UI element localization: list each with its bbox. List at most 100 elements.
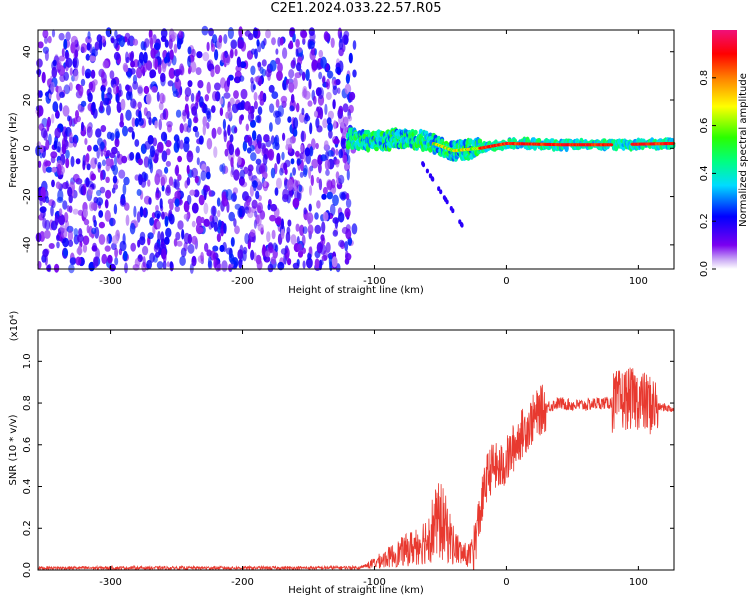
noise-cell	[84, 138, 87, 145]
noise-cell	[170, 261, 173, 268]
noise-cell	[100, 101, 104, 112]
noise-cell	[91, 70, 96, 79]
noise-cell	[316, 200, 321, 208]
noise-cell	[296, 224, 300, 232]
noise-cell	[230, 134, 234, 142]
noise-cell	[268, 264, 274, 272]
noise-cell	[143, 208, 146, 216]
noise-cell	[85, 177, 89, 187]
noise-cell	[110, 70, 115, 79]
noise-cell	[285, 168, 288, 175]
noise-cell	[42, 218, 47, 229]
noise-cell	[179, 256, 186, 266]
noise-cell	[275, 187, 279, 196]
noise-cell	[352, 70, 356, 78]
noise-cell	[188, 118, 192, 128]
noise-cell	[254, 220, 257, 229]
noise-cell	[167, 124, 172, 132]
noise-cell	[304, 91, 311, 100]
noise-cell	[70, 257, 76, 265]
noise-cell	[61, 228, 68, 239]
y-tick-label: 0.2	[22, 520, 33, 536]
noise-cell	[158, 65, 162, 75]
noise-cell	[296, 62, 301, 71]
noise-cell	[177, 156, 182, 162]
noise-cell	[258, 106, 263, 115]
noise-cell	[56, 235, 60, 241]
noise-cell	[40, 198, 43, 206]
noise-cell	[343, 103, 349, 112]
noise-cell	[231, 237, 235, 247]
noise-cell	[309, 122, 312, 134]
noise-cell	[333, 159, 340, 165]
noise-cell	[250, 145, 255, 151]
noise-cell	[102, 78, 108, 87]
y-tick-label: 1.0	[22, 353, 33, 369]
noise-cell	[91, 203, 98, 211]
noise-cell	[302, 72, 306, 81]
noise-cell	[250, 152, 256, 161]
y-tick-label: 40	[22, 45, 33, 58]
noise-cell	[252, 180, 258, 187]
noise-cell	[139, 52, 144, 64]
x-tick-label: -200	[231, 577, 254, 588]
noise-cell	[335, 149, 338, 156]
noise-cell	[96, 197, 103, 206]
y-tick-label: 0.0	[22, 562, 33, 578]
x-tick-label: 100	[629, 276, 648, 287]
noise-cell	[287, 179, 293, 191]
noise-cell	[289, 105, 294, 111]
noise-cell	[91, 173, 96, 180]
noise-cell	[164, 237, 170, 245]
noise-cell	[154, 173, 160, 185]
noise-cell	[223, 119, 226, 130]
noise-cell	[221, 163, 225, 175]
noise-cell	[169, 214, 175, 225]
noise-cell	[138, 111, 142, 123]
noise-cell	[148, 197, 151, 205]
noise-cell	[100, 142, 105, 150]
noise-cell	[111, 165, 116, 171]
noise-cell	[121, 156, 127, 164]
noise-cell	[252, 130, 256, 140]
noise-cell	[205, 94, 209, 101]
noise-cell	[81, 101, 86, 107]
noise-cell	[93, 257, 99, 269]
noise-cell	[45, 196, 49, 203]
noise-cell	[191, 49, 196, 58]
noise-cell	[133, 39, 138, 46]
noise-cell	[118, 83, 121, 93]
noise-cell	[210, 69, 214, 77]
noise-cell	[211, 206, 217, 217]
noise-cell	[255, 191, 259, 200]
noise-cell	[234, 49, 237, 57]
noise-cell	[315, 258, 320, 268]
noise-cell	[188, 234, 192, 244]
noise-cell	[87, 43, 91, 51]
noise-cell	[338, 149, 343, 158]
noise-cell	[100, 170, 103, 180]
noise-cell	[308, 100, 313, 106]
noise-cell	[302, 235, 306, 246]
noise-cell	[263, 38, 266, 46]
noise-cell	[41, 128, 47, 138]
noise-cell	[94, 220, 97, 227]
noise-cell	[218, 220, 222, 228]
noise-cell	[301, 131, 304, 143]
noise-cell	[195, 131, 199, 138]
noise-cell	[247, 169, 252, 177]
noise-cell	[305, 147, 311, 156]
noise-cell	[202, 52, 209, 61]
noise-cell	[177, 39, 181, 49]
noise-cell	[51, 180, 55, 188]
noise-cell	[257, 202, 263, 213]
noise-cell	[105, 245, 111, 251]
noise-cell	[206, 249, 211, 256]
noise-cell	[212, 128, 217, 139]
noise-cell	[300, 172, 304, 178]
noise-cell	[282, 133, 285, 141]
y-tick-label: 0.6	[22, 437, 33, 453]
noise-cell	[346, 74, 350, 84]
noise-cell	[300, 144, 303, 152]
noise-cell	[73, 69, 78, 81]
